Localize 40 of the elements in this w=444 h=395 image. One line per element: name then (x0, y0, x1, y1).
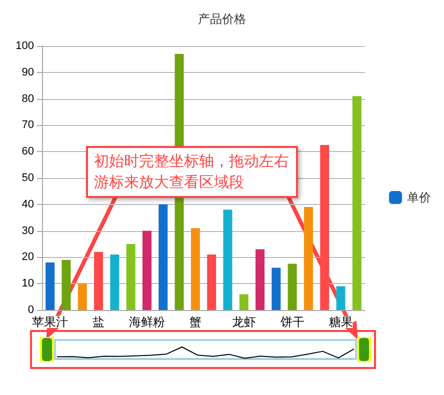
bar (223, 210, 232, 310)
x-tick-label: 龙虾 (232, 315, 256, 329)
y-tick-label: 30 (22, 224, 34, 237)
bar (126, 244, 136, 310)
bar (352, 96, 362, 310)
bar (272, 268, 281, 310)
y-tick-label: 70 (22, 119, 34, 132)
y-tick-label: 50 (22, 172, 34, 184)
bar (239, 294, 248, 310)
bar (94, 252, 104, 310)
x-tick-label: 饼干 (279, 315, 304, 329)
bar (320, 145, 330, 310)
bar (142, 230, 152, 310)
bar (288, 264, 297, 310)
y-tick-label: 90 (22, 66, 34, 78)
x-tick-label: 盐 (92, 315, 105, 329)
bar (78, 284, 87, 310)
bar (46, 262, 55, 310)
chart-title: 产品价格 (198, 12, 246, 26)
x-tick-label: 蟹 (189, 315, 202, 329)
bar (336, 286, 346, 310)
legend-label: 单价 (407, 190, 431, 204)
y-tick-label: 80 (22, 92, 34, 105)
bar (207, 254, 216, 310)
y-tick-label: 40 (22, 198, 34, 210)
annotation: 初始时完整坐标轴，拖动左右游标来放大查看区域段 (86, 146, 298, 198)
bar (190, 228, 200, 310)
bar (158, 204, 168, 310)
y-tick-label: 10 (22, 278, 34, 290)
y-tick-label: 0 (28, 304, 34, 316)
bar (256, 249, 265, 310)
x-tick-label: 糖果 (328, 315, 353, 329)
x-tick-label: 苹果汁 (32, 315, 68, 329)
x-tick-label: 海鲜粉 (128, 315, 165, 329)
y-tick-label: 100 (16, 40, 34, 52)
bar (110, 254, 120, 310)
y-tick-label: 20 (22, 251, 34, 264)
bar (304, 207, 313, 310)
y-tick-label: 60 (22, 146, 34, 158)
bar (62, 260, 71, 310)
